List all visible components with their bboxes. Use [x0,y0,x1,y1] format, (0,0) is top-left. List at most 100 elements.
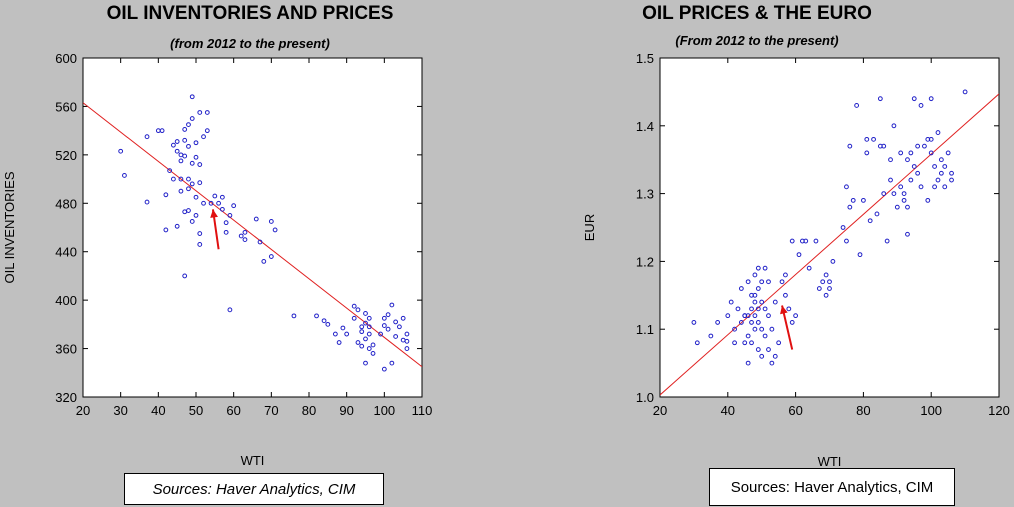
data-point [261,259,267,264]
data-point [935,130,941,135]
data-point [393,319,399,325]
plot-content [660,89,999,396]
data-point [772,299,778,305]
right-scatter-plot: 20 40 60 80 100 120 1.0 1.1 1.2 1.3 1.4 1.5 WTI EUR [582,51,1010,469]
data-point [186,186,191,192]
data-point [242,237,248,243]
data-point [314,313,319,319]
data-point [363,336,368,342]
x-tick-label: 40 [151,403,165,418]
data-point [253,216,259,222]
data-point [219,206,225,212]
data-point [752,272,758,278]
data-point [366,315,372,321]
data-point [864,136,870,142]
data-point [932,184,937,190]
data-point [178,176,184,182]
data-point [238,233,244,239]
y-tick-label: 600 [55,51,77,66]
y-tick-label: 320 [55,390,77,405]
data-point [881,191,887,197]
plot-area [659,57,1000,398]
data-point [182,153,188,159]
x-tick-label: 110 [412,403,433,418]
data-point [351,303,357,309]
data-point [861,197,866,203]
data-point [381,323,387,328]
y-axis-label: OIL INVENTORIES [2,171,17,283]
chart-subtitle: (From 2012 to the present) [675,33,839,48]
data-point [806,265,812,271]
data-point [366,324,372,330]
data-point [745,333,751,339]
data-point [738,320,744,325]
x-axis-label: WTI [241,453,265,468]
data-point [197,231,203,236]
data-point [949,170,954,176]
data-point [167,168,173,173]
data-point [793,313,799,319]
data-point [847,204,853,210]
data-point [752,292,758,298]
data-point [867,218,873,224]
y-tick-label: 440 [55,245,77,260]
data-point [888,177,893,183]
data-point [911,96,917,102]
data-point [212,193,218,199]
data-point [231,203,237,209]
data-point [877,96,883,102]
data-point [344,331,350,337]
data-point [752,326,758,332]
x-tick-label: 100 [920,403,942,418]
data-point [370,342,376,348]
data-point [932,164,937,169]
data-point [381,315,387,321]
data-point [732,340,737,346]
data-point [227,307,233,313]
y-tick-label: 520 [55,148,77,163]
data-point [174,223,180,229]
data-point [840,225,846,230]
data-point [762,265,768,271]
plot-content [83,94,422,372]
data-point [189,181,195,187]
source-text: Sources: Haver Analytics, CIM [152,480,356,498]
data-point [193,154,199,160]
data-point [223,229,229,235]
data-point [186,143,191,149]
data-point [830,259,836,264]
data-point [728,299,734,305]
data-point [182,273,188,279]
data-point [732,326,737,332]
data-point [881,143,887,149]
data-point [242,229,248,235]
data-point [789,238,795,244]
data-point [769,360,775,366]
data-point [204,128,210,134]
data-point [891,191,897,197]
data-point [752,299,758,305]
data-point [359,329,365,335]
data-point [789,320,795,325]
data-point [796,252,802,258]
data-point [755,306,761,312]
data-point [189,160,195,166]
x-axis-label: WTI [818,454,842,469]
data-point [905,157,910,163]
data-point [772,353,778,359]
data-point [942,184,948,190]
data-point [762,333,768,339]
data-point [755,320,761,325]
data-point [884,238,890,244]
data-point [182,127,188,132]
data-point [355,340,361,345]
data-point [864,150,870,156]
data-point [915,143,921,149]
data-point [766,347,771,352]
data-point [208,200,214,206]
y-axis-label: EUR [582,214,597,241]
data-point [378,331,383,337]
data-point [272,227,278,233]
data-point [928,150,934,156]
data-point [174,139,180,144]
